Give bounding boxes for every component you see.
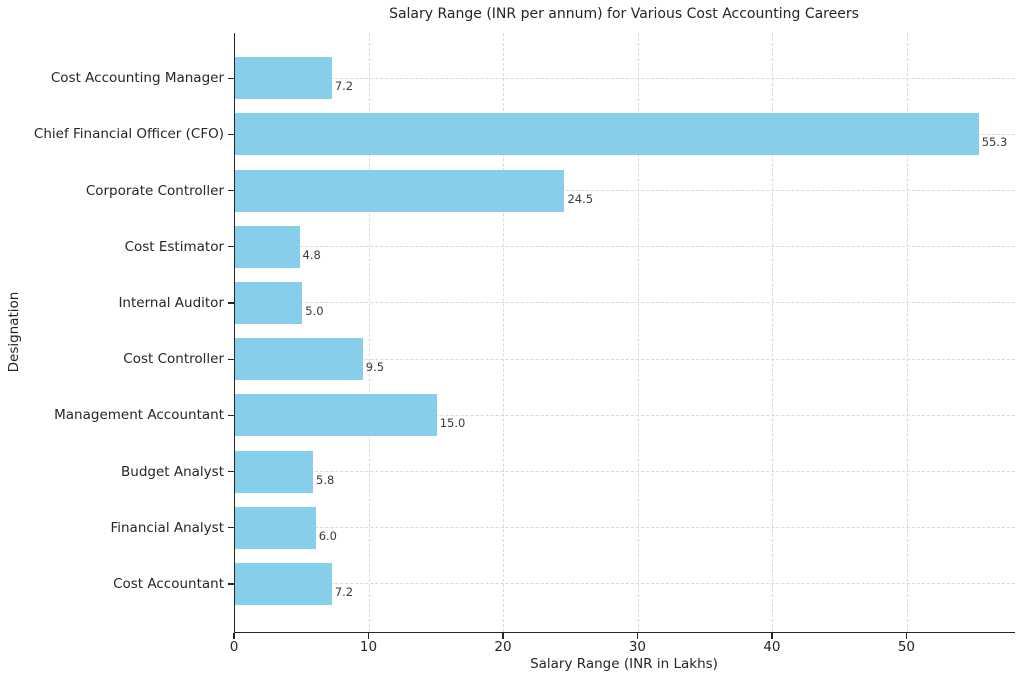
gridline-horizontal (235, 358, 1015, 360)
gridline-horizontal (235, 583, 1015, 585)
bar-value-label: 6.0 (318, 528, 337, 543)
gridline-vertical (637, 33, 639, 632)
x-axis-label: Salary Range (INR in Lakhs) (530, 656, 718, 672)
bar (235, 506, 316, 549)
bar-value-label: 5.8 (316, 472, 335, 487)
x-tick-label: 30 (628, 639, 647, 655)
bar (235, 562, 332, 605)
bar (235, 113, 979, 156)
bar-value-label: 5.0 (305, 303, 324, 318)
gridline-horizontal (235, 414, 1015, 416)
y-tick-mark (228, 246, 234, 248)
bar-value-label: 55.3 (981, 135, 1008, 150)
y-tick-mark (228, 133, 234, 136)
bar (235, 394, 437, 437)
x-tick-label: 10 (359, 639, 378, 655)
bar-value-label: 7.2 (334, 584, 354, 599)
y-tick-mark (228, 527, 234, 529)
x-tick-mark (636, 633, 639, 639)
bar-value-label: 4.8 (302, 247, 321, 262)
y-tick-label: Cost Controller (123, 351, 224, 368)
bar (235, 281, 303, 324)
x-tick-mark (233, 633, 235, 639)
gridline-horizontal (235, 246, 1015, 248)
y-tick-mark (228, 302, 234, 304)
y-tick-label: Corporate Controller (85, 182, 224, 199)
y-tick-label: Budget Analyst (121, 463, 224, 480)
x-tick-mark (905, 633, 908, 639)
y-tick-label: Cost Estimator (124, 238, 224, 255)
x-tick-label: 40 (763, 639, 781, 655)
x-tick-mark (367, 633, 370, 639)
y-tick-mark (228, 583, 234, 585)
gridline-vertical (368, 33, 370, 632)
bar-value-label: 7.2 (334, 79, 354, 94)
y-tick-label: Financial Analyst (110, 519, 224, 536)
gridline-horizontal (235, 302, 1015, 304)
bar (235, 57, 332, 100)
x-tick-mark (502, 633, 504, 639)
y-tick-mark (228, 77, 234, 79)
bar (235, 338, 363, 381)
bar-value-label: 9.5 (365, 360, 385, 375)
y-tick-label: Management Accountant (54, 407, 224, 424)
bar (235, 225, 300, 268)
y-tick-mark (228, 471, 234, 473)
y-tick-label: Cost Accounting Manager (50, 70, 224, 87)
y-tick-mark (228, 414, 234, 417)
gridline-vertical (503, 33, 505, 632)
chart-title: Salary Range (INR per annum) for Various… (389, 6, 859, 22)
gridline-vertical (906, 33, 908, 632)
gridline-horizontal (235, 77, 1015, 79)
x-tick-label: 50 (897, 639, 915, 655)
y-tick-mark (228, 190, 234, 192)
bar (235, 450, 313, 493)
y-tick-label: Cost Accountant (113, 575, 224, 592)
y-tick-label: Chief Financial Officer (CFO) (33, 126, 224, 143)
y-tick-mark (228, 358, 234, 360)
plot-area (234, 33, 1015, 633)
gridline-horizontal (235, 190, 1015, 191)
y-tick-label: Internal Auditor (118, 294, 224, 311)
bar-value-label: 24.5 (567, 191, 594, 206)
bar (235, 169, 565, 212)
gridline-vertical (772, 33, 774, 632)
gridline-horizontal (235, 527, 1015, 529)
x-tick-mark (771, 633, 773, 639)
gridline-horizontal (235, 471, 1015, 472)
x-tick-label: 20 (494, 639, 512, 655)
bar-value-label: 15.0 (439, 416, 466, 431)
x-tick-label: 0 (229, 639, 239, 655)
